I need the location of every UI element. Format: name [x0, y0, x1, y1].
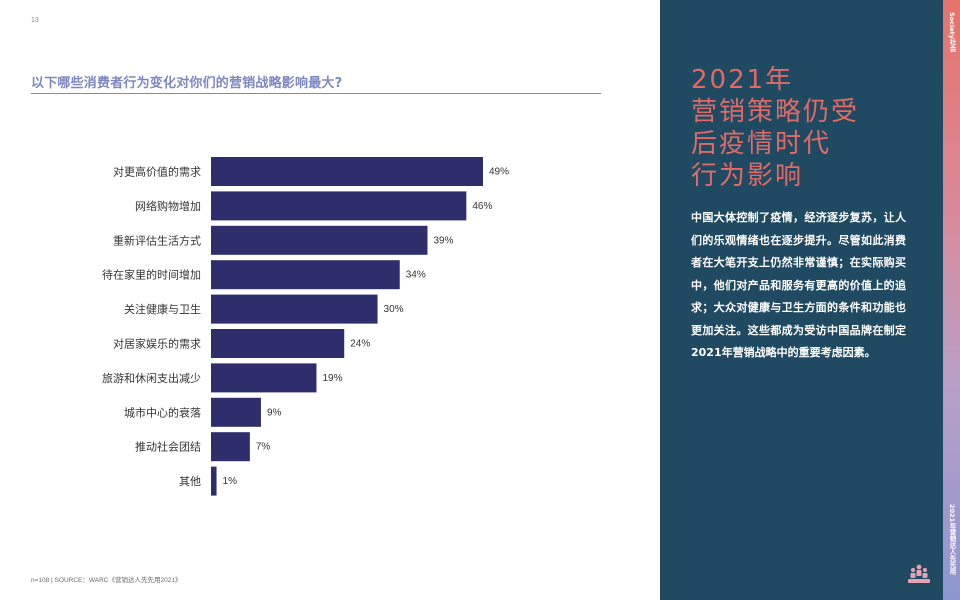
category-label-7: 旅游和休闲支出减少: [102, 371, 201, 385]
page-number: 13: [31, 17, 39, 24]
value-label-8: 9%: [267, 407, 282, 418]
bar-2: [211, 191, 467, 221]
value-label-1: 49%: [489, 167, 509, 178]
value-label-2: 46%: [472, 201, 492, 212]
category-label-4: 待在家里的时间增加: [102, 268, 201, 282]
right-panel: 2021年 营销策略仍受 后疫情时代 行为影响 中国大体控制了疫情，经济逐步复苏…: [660, 0, 943, 600]
chart-question: 以下哪些消费者行为变化对你们的营销战略影响最大?: [31, 76, 343, 91]
value-label-3: 39%: [433, 235, 453, 246]
value-label-7: 19%: [322, 373, 342, 384]
bar-7: [211, 363, 317, 393]
strip-label-top: Society社会: [948, 12, 956, 52]
question-underline: [31, 93, 601, 94]
headline: 2021年 营销策略仍受 后疫情时代 行为影响: [691, 64, 931, 192]
headline-line-2: 营销策略仍受: [691, 97, 860, 127]
left-page: 13 以下哪些消费者行为变化对你们的营销战略影响最大? 对更高价值的需求 49% 网…: [31, 17, 601, 584]
category-label-6: 对居家娱乐的需求: [113, 337, 201, 351]
bar-4: [211, 260, 400, 290]
category-label-5: 关注健康与卫生: [124, 302, 201, 316]
bar-8: [211, 397, 261, 427]
category-label-3: 重新评估生活方式: [113, 233, 201, 247]
bar-10: [211, 466, 217, 496]
strip-label-bottom: 2021年营销达人先先用: [948, 504, 956, 575]
bar-3: [211, 225, 428, 255]
value-label-10: 1%: [223, 476, 238, 487]
headline-line-3: 后疫情时代: [691, 129, 832, 159]
source-footnote: n=108 | SOURCE：WARC《营销达人先先用2021》: [31, 577, 182, 584]
category-label-10: 其他: [179, 475, 201, 488]
body-paragraph: 中国大体控制了疫情，经济逐步复苏，让人们的乐观情绪也在逐步提升。尽管如此消费者在…: [691, 211, 906, 359]
category-label-8: 城市中心的衰落: [124, 405, 201, 419]
value-label-4: 34%: [406, 270, 426, 281]
bar-5: [211, 294, 378, 324]
headline-line-1: 2021年: [691, 65, 794, 95]
category-label-2: 网络购物增加: [135, 199, 201, 213]
headline-line-4: 行为影响: [691, 161, 804, 191]
category-label-9: 推动社会团结: [135, 440, 201, 454]
side-strip: [943, 0, 960, 600]
people-group-icon: [908, 564, 930, 583]
category-label-1: 对更高价值的需求: [113, 165, 201, 179]
bar-9: [211, 432, 250, 462]
value-label-9: 7%: [256, 442, 271, 453]
bar-1: [211, 157, 483, 186]
bar-6: [211, 329, 345, 358]
bar-chart: 对更高价值的需求 49% 网络购物增加 46% 重新评估生活方式 39% 待在家里的时间增加…: [102, 157, 509, 496]
value-label-5: 30%: [384, 304, 404, 315]
value-label-6: 24%: [350, 339, 370, 350]
